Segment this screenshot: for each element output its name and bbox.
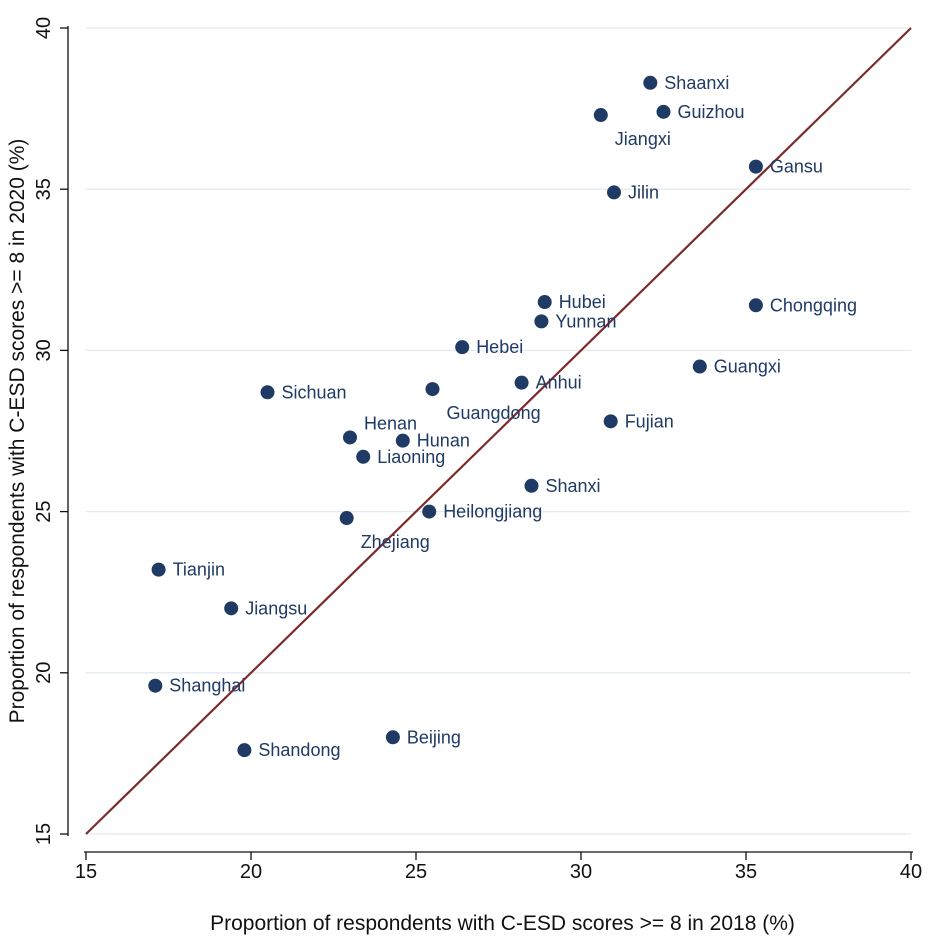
- data-point: [607, 185, 621, 200]
- data-points: Shaanxi Guizhou Jiangxi Gansu Jilin HubeiYunn…: [148, 73, 857, 760]
- data-point: [385, 730, 400, 745]
- point-label: Beijing: [407, 727, 461, 747]
- tick-group: 15 20 25 30 35 40 15 20 25 30 35 40: [33, 17, 922, 883]
- data-point: [148, 678, 163, 693]
- x-tick-label: 40: [900, 861, 922, 883]
- point-label: Shanghai: [169, 676, 245, 696]
- x-axis-title: Proportion of respondents with C-ESD sco…: [210, 912, 795, 935]
- y-tick-label: 15: [33, 823, 55, 845]
- data-point: [422, 504, 437, 519]
- y-tick-label: 35: [33, 178, 55, 200]
- point-label: Guangxi: [714, 357, 781, 377]
- point-label: Sichuan: [282, 382, 347, 402]
- data-point: [260, 385, 275, 400]
- point-label: Shaanxi: [664, 73, 729, 93]
- data-point: [603, 414, 618, 429]
- point-label: Tianjin: [173, 560, 225, 580]
- point-label: Hubei: [559, 292, 606, 312]
- reference-line-y-equals-x: [85, 27, 912, 835]
- point-label: Shandong: [258, 740, 340, 760]
- axes: [67, 26, 913, 853]
- x-tick-label: 15: [75, 861, 97, 883]
- data-point: [692, 359, 707, 374]
- data-point: [524, 478, 539, 493]
- data-point: [224, 601, 239, 616]
- x-tick-label: 25: [405, 861, 427, 883]
- data-point: [643, 75, 658, 90]
- point-label: Jiangxi: [615, 129, 671, 149]
- data-point: [425, 382, 440, 397]
- point-label: Jilin: [628, 182, 659, 202]
- gridlines: [86, 27, 911, 835]
- y-tick-label: 40: [33, 17, 55, 39]
- point-label: Gansu: [770, 157, 823, 177]
- x-tick-label: 20: [240, 861, 262, 883]
- y-tick-label: 25: [33, 500, 55, 522]
- data-point: [237, 743, 252, 758]
- point-label: Anhui: [536, 373, 582, 393]
- point-label: Yunnan: [555, 311, 616, 331]
- data-point: [593, 108, 608, 123]
- data-point: [656, 104, 671, 119]
- point-label: Chongqing: [770, 295, 857, 315]
- point-label: Hebei: [476, 337, 523, 357]
- data-point: [395, 433, 410, 448]
- data-point: [356, 449, 371, 464]
- y-tick-label: 20: [33, 662, 55, 684]
- point-label: Shanxi: [546, 476, 601, 496]
- data-point: [748, 159, 763, 174]
- point-label: Zhejiang: [361, 532, 430, 552]
- data-point: [534, 314, 549, 329]
- point-label: Fujian: [625, 411, 674, 431]
- point-label: Hunan: [417, 431, 470, 451]
- x-tick-label: 35: [735, 861, 757, 883]
- point-label: Guizhou: [678, 102, 745, 122]
- point-label: Jiangsu: [245, 598, 307, 618]
- data-point: [343, 430, 357, 445]
- point-label: Liaoning: [377, 447, 445, 467]
- point-label: Heilongjiang: [443, 502, 542, 522]
- x-tick-label: 30: [570, 861, 592, 883]
- point-label: Guangdong: [447, 403, 541, 423]
- y-axis-title: Proportion of respondents with C-ESD sco…: [6, 139, 29, 724]
- data-point: [151, 562, 166, 577]
- data-point: [455, 340, 470, 355]
- y-tick-label: 30: [33, 339, 55, 361]
- data-point: [514, 375, 529, 390]
- data-point: [748, 298, 763, 313]
- data-point: [339, 511, 354, 526]
- point-label: Henan: [364, 413, 417, 433]
- data-point: [537, 295, 552, 310]
